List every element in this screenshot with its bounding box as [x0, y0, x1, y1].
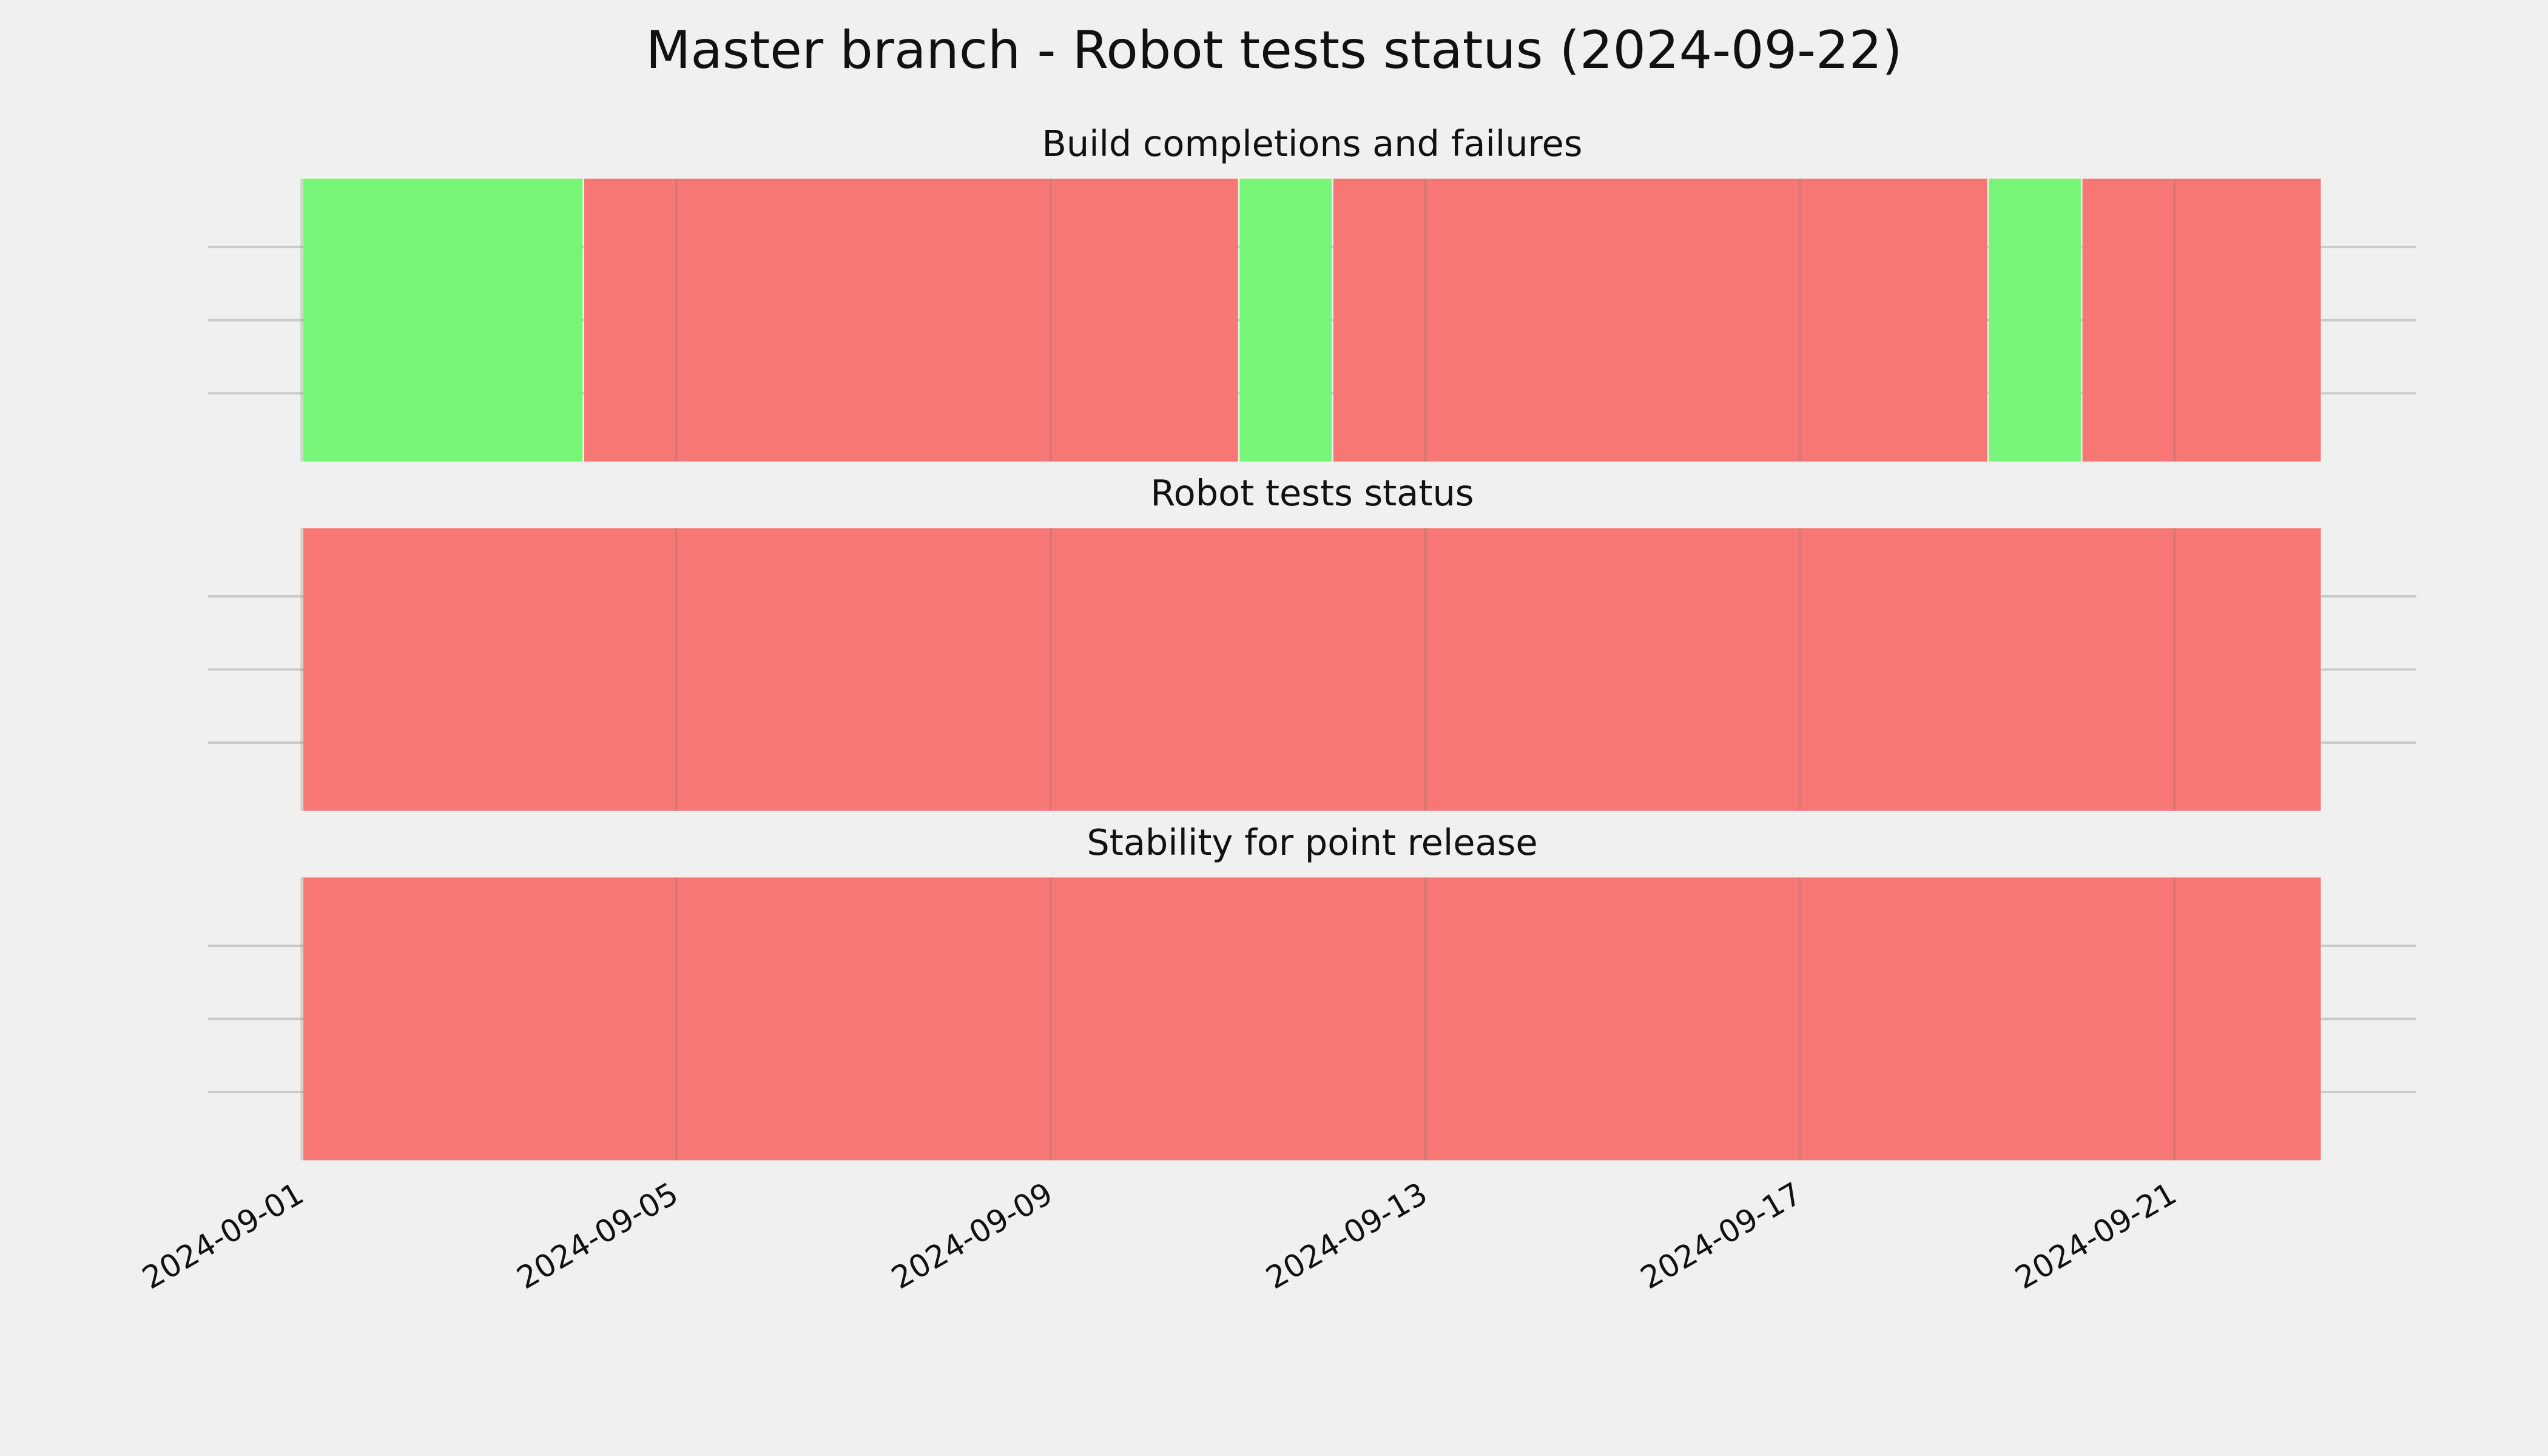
- chart-title: Master branch - Robot tests status (2024…: [645, 20, 1902, 81]
- subplot-title: Build completions and failures: [1042, 123, 1582, 164]
- subplot-title: Stability for point release: [1087, 821, 1537, 863]
- status-span: [303, 528, 2321, 811]
- status-span: [1239, 178, 1332, 462]
- status-span: [303, 178, 583, 462]
- status-span: [1333, 178, 1987, 462]
- subplot-title: Robot tests status: [1150, 472, 1474, 514]
- status-span: [2082, 178, 2321, 462]
- status-span: [584, 178, 1238, 462]
- status-span: [303, 877, 2321, 1161]
- status-span: [1989, 178, 2081, 462]
